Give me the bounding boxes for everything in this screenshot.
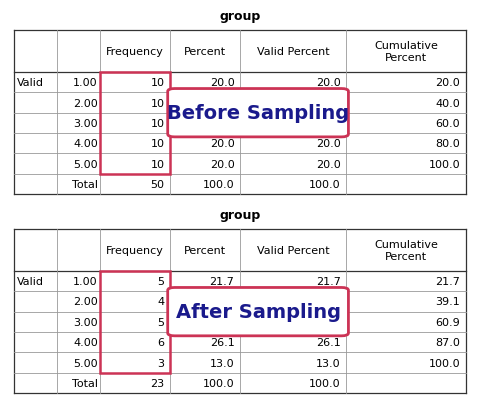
Text: 4.00: 4.00 [73,337,98,347]
Text: 50: 50 [150,179,165,190]
Text: 100.0: 100.0 [203,378,234,388]
Text: 60.9: 60.9 [435,317,460,327]
Text: 13.0: 13.0 [316,358,341,368]
Text: Cumulative
Percent: Cumulative Percent [374,41,438,63]
Text: 2.00: 2.00 [73,98,98,108]
Text: 21.7: 21.7 [210,277,234,286]
Text: 20.0: 20.0 [316,159,341,169]
Text: Percent: Percent [184,245,226,255]
Text: 1.00: 1.00 [73,277,98,286]
Text: 5.00: 5.00 [73,159,98,169]
Text: 20.0: 20.0 [210,78,234,88]
Text: 87.0: 87.0 [435,337,460,347]
Text: Percent: Percent [184,47,226,57]
Text: 21.7: 21.7 [316,277,341,286]
Text: Total: Total [72,179,98,190]
Text: Before Sampling: Before Sampling [167,104,349,123]
Text: 1.00: 1.00 [73,78,98,88]
Text: Valid Percent: Valid Percent [257,245,329,255]
Text: 4.00: 4.00 [73,139,98,149]
Text: 26.1: 26.1 [210,337,234,347]
Text: 26.1: 26.1 [316,337,341,347]
Text: 100.0: 100.0 [203,179,234,190]
Text: 10: 10 [150,139,165,149]
Text: 3.00: 3.00 [73,119,98,128]
Text: 23: 23 [150,378,165,388]
Text: 10: 10 [150,98,165,108]
Text: 21.7: 21.7 [435,277,460,286]
Text: 10: 10 [150,78,165,88]
FancyBboxPatch shape [168,288,348,336]
Text: group: group [219,209,261,222]
Text: 5: 5 [157,317,165,327]
Text: 39.1: 39.1 [435,297,460,307]
Text: group: group [219,10,261,23]
Text: 80.0: 80.0 [435,139,460,149]
Text: 4: 4 [157,297,165,307]
Text: Valid Percent: Valid Percent [257,47,329,57]
Text: Valid: Valid [16,277,44,286]
Text: 60.0: 60.0 [436,119,460,128]
Text: After Sampling: After Sampling [176,303,341,321]
Text: 5: 5 [157,277,165,286]
Text: 20.0: 20.0 [435,78,460,88]
Text: Cumulative
Percent: Cumulative Percent [374,239,438,261]
FancyBboxPatch shape [168,90,348,138]
Text: 3.00: 3.00 [73,317,98,327]
Text: Valid: Valid [16,78,44,88]
Text: 40.0: 40.0 [435,98,460,108]
Text: Frequency: Frequency [106,47,164,57]
Text: 10: 10 [150,119,165,128]
Text: 6: 6 [157,337,165,347]
Text: 20.0: 20.0 [210,159,234,169]
Text: Frequency: Frequency [106,245,164,255]
Text: 20.0: 20.0 [316,78,341,88]
Text: 3: 3 [157,358,165,368]
Text: 2.00: 2.00 [73,297,98,307]
Text: 13.0: 13.0 [210,358,234,368]
Text: 100.0: 100.0 [309,378,341,388]
Text: Total: Total [72,378,98,388]
Text: 10: 10 [150,159,165,169]
Text: 100.0: 100.0 [429,358,460,368]
Text: 20.0: 20.0 [316,139,341,149]
Text: 100.0: 100.0 [309,179,341,190]
Text: 100.0: 100.0 [429,159,460,169]
Text: 20.0: 20.0 [210,139,234,149]
Text: 5.00: 5.00 [73,358,98,368]
